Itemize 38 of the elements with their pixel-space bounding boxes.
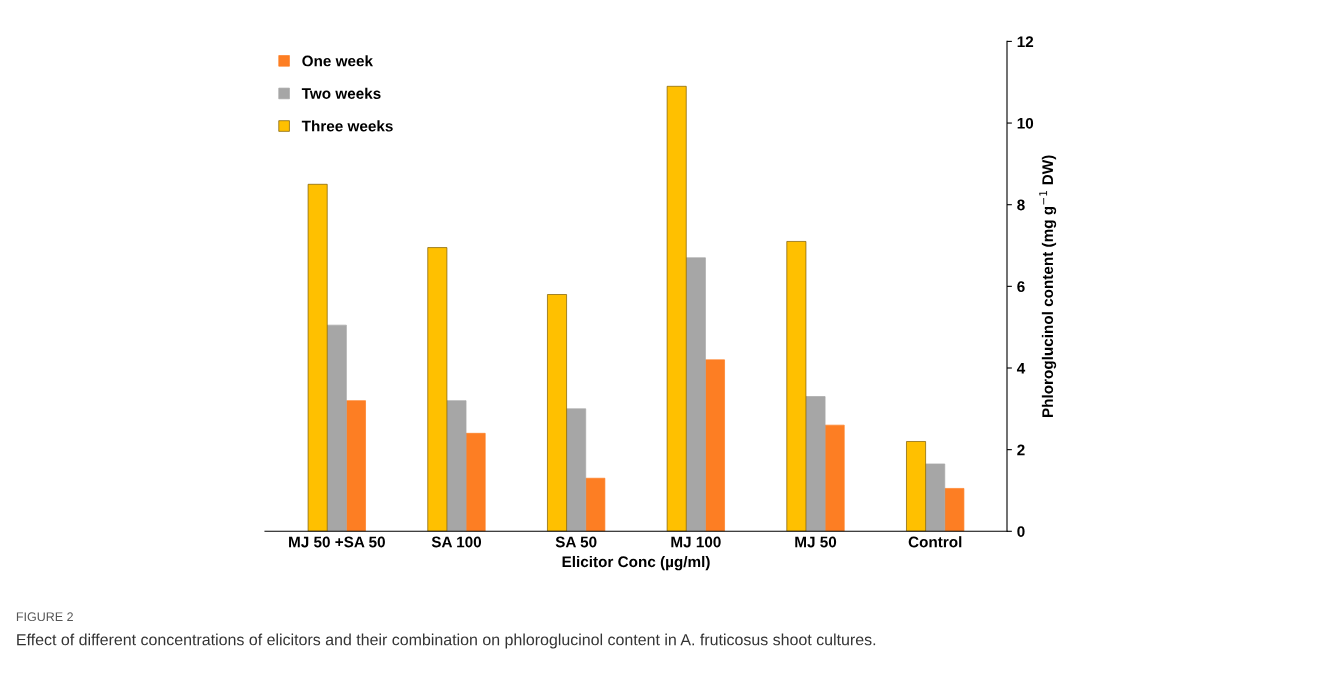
y-tick-label: 4 — [1016, 363, 1026, 374]
bar — [427, 247, 448, 532]
legend-label: One week — [302, 55, 374, 67]
bar — [585, 477, 606, 532]
x-tick-label: SA 100 — [431, 536, 482, 548]
x-tick-label: MJ 50 — [795, 536, 837, 548]
bar — [326, 324, 347, 532]
bar — [906, 441, 926, 532]
x-axis-title: Elicitor Conc (µg/ml) — [562, 555, 710, 571]
text: Effect of different concentrations of elicitors and their combination on phloroglucinol content in A. fruticosus shoot cultures. — [17, 633, 876, 649]
bar — [547, 294, 567, 532]
bar — [685, 257, 706, 532]
bar — [786, 241, 807, 532]
bar — [944, 488, 965, 532]
x-tick-label: Control — [908, 536, 962, 548]
bar — [666, 85, 687, 532]
y-tick-label: 0 — [1017, 526, 1025, 537]
caption: FIGURE 2 — [16, 612, 73, 622]
y-tick-label: 8 — [1017, 199, 1025, 211]
y-tick-label: 12 — [1017, 36, 1034, 47]
bar — [446, 400, 467, 532]
bar — [346, 400, 366, 532]
bar — [566, 408, 587, 532]
y-axis-title: Phloroglucinol content (mg g$^{−1}$ DW) — [1039, 155, 1057, 418]
bar — [705, 359, 725, 532]
x-tick-label: MJ 50 +SA 50 — [289, 536, 385, 548]
legend-label: Two weeks — [301, 87, 381, 99]
x-tick-label: MJ 100 — [671, 536, 721, 548]
x-tick-label: SA 50 — [555, 536, 597, 548]
bar — [307, 183, 328, 532]
bar — [465, 432, 486, 532]
bar — [805, 396, 826, 532]
bar — [824, 424, 845, 532]
y-tick-label: 2 — [1017, 444, 1025, 456]
legend-label: Three weeks — [301, 120, 393, 132]
y-tick-label: 10 — [1017, 117, 1034, 129]
bar — [925, 463, 946, 532]
y-tick-label: 6 — [1017, 281, 1025, 293]
